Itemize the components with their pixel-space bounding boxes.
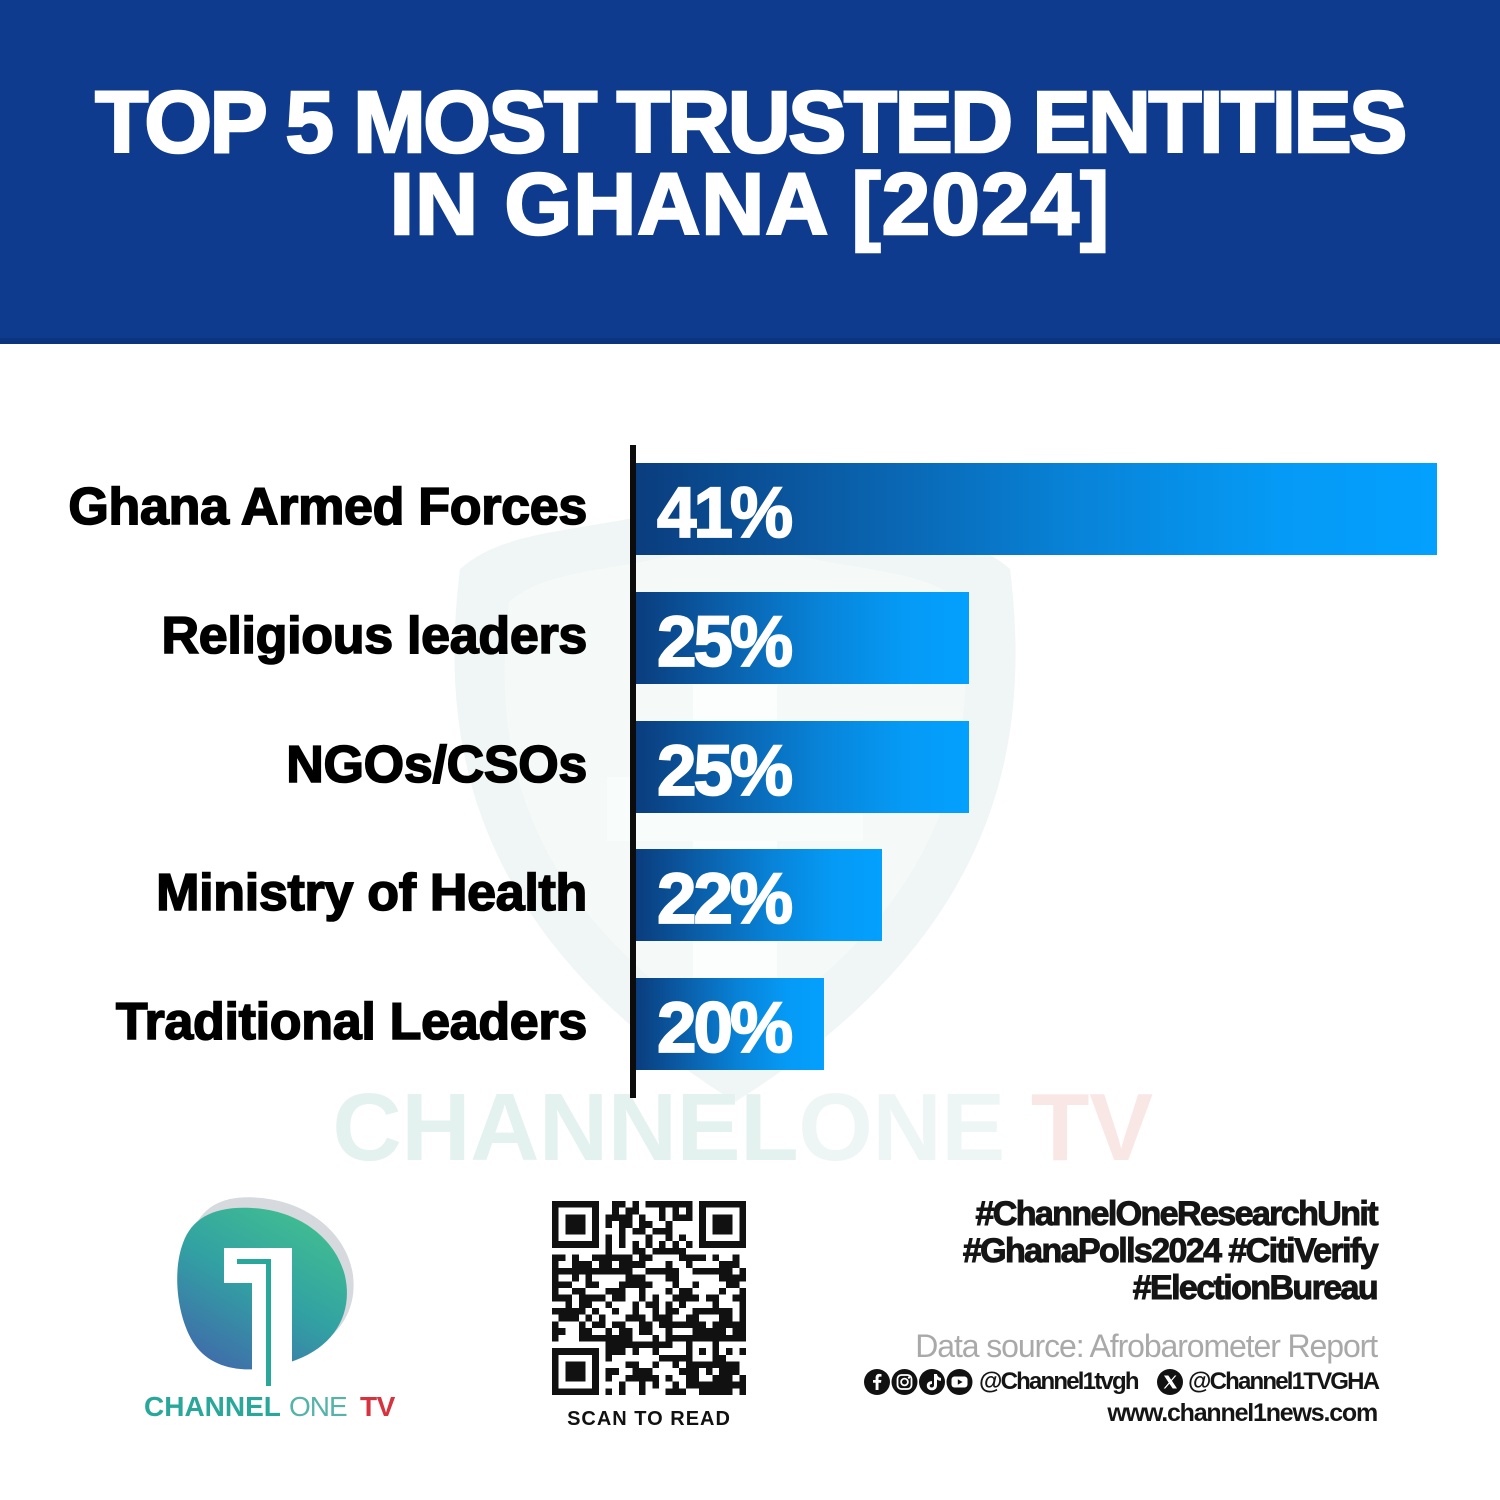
svg-text:CHANNEL: CHANNEL <box>144 1391 281 1422</box>
svg-text:ONE: ONE <box>289 1391 347 1422</box>
svg-text:TV: TV <box>360 1391 396 1422</box>
